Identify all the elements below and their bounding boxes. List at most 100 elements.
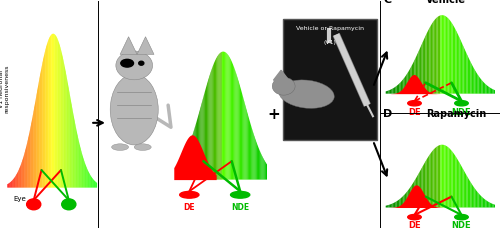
Polygon shape (422, 164, 424, 208)
Polygon shape (413, 181, 414, 208)
Polygon shape (206, 84, 207, 180)
Polygon shape (79, 143, 80, 188)
Ellipse shape (408, 101, 421, 106)
Polygon shape (96, 183, 97, 188)
Text: Rapamycin: Rapamycin (426, 108, 486, 118)
Polygon shape (398, 84, 400, 94)
Polygon shape (120, 38, 137, 55)
Polygon shape (434, 21, 435, 94)
Polygon shape (258, 147, 259, 180)
Ellipse shape (454, 101, 468, 106)
Polygon shape (492, 204, 494, 208)
Polygon shape (491, 89, 492, 94)
Polygon shape (470, 182, 472, 208)
Polygon shape (462, 44, 464, 94)
Polygon shape (444, 145, 446, 208)
Polygon shape (23, 156, 24, 188)
Polygon shape (223, 52, 224, 180)
Polygon shape (464, 170, 465, 208)
Polygon shape (484, 83, 486, 94)
Polygon shape (8, 183, 9, 188)
Text: DE: DE (408, 107, 421, 116)
Polygon shape (248, 115, 249, 180)
Polygon shape (494, 90, 495, 94)
Polygon shape (53, 35, 54, 188)
Polygon shape (484, 199, 486, 208)
Polygon shape (192, 132, 194, 180)
Polygon shape (424, 37, 426, 94)
Polygon shape (446, 17, 447, 94)
Polygon shape (262, 157, 264, 180)
Polygon shape (450, 149, 452, 208)
Polygon shape (22, 158, 23, 188)
Polygon shape (491, 203, 492, 208)
Polygon shape (435, 147, 436, 208)
Polygon shape (239, 82, 240, 180)
Polygon shape (404, 78, 405, 94)
Polygon shape (426, 32, 428, 94)
Polygon shape (440, 16, 442, 94)
Polygon shape (421, 167, 422, 208)
Polygon shape (212, 67, 213, 180)
Polygon shape (468, 57, 469, 94)
Polygon shape (38, 83, 39, 188)
Polygon shape (176, 167, 178, 180)
Polygon shape (452, 152, 454, 208)
Polygon shape (60, 49, 61, 188)
Polygon shape (428, 29, 430, 94)
Polygon shape (12, 179, 14, 188)
Polygon shape (477, 75, 478, 94)
Text: V1 neuronal
responsiveness: V1 neuronal responsiveness (0, 64, 10, 112)
Polygon shape (402, 79, 404, 94)
Polygon shape (50, 35, 51, 188)
Text: NDE: NDE (452, 107, 471, 116)
Polygon shape (27, 142, 28, 188)
Polygon shape (398, 199, 400, 208)
Ellipse shape (134, 144, 151, 151)
Polygon shape (264, 161, 266, 180)
Polygon shape (66, 76, 67, 188)
Polygon shape (197, 117, 198, 180)
Polygon shape (462, 168, 464, 208)
Text: Vehicle: Vehicle (426, 0, 466, 5)
Polygon shape (233, 65, 234, 180)
Polygon shape (216, 57, 218, 180)
Polygon shape (188, 145, 189, 180)
Ellipse shape (62, 199, 76, 210)
Polygon shape (486, 85, 487, 94)
Polygon shape (412, 183, 413, 208)
Polygon shape (468, 177, 469, 208)
Polygon shape (256, 140, 257, 180)
Text: B: B (100, 0, 108, 1)
Polygon shape (40, 71, 41, 188)
Polygon shape (49, 37, 50, 188)
Polygon shape (392, 88, 394, 94)
Polygon shape (89, 173, 90, 188)
Polygon shape (199, 109, 200, 180)
Polygon shape (250, 123, 251, 180)
Polygon shape (77, 133, 78, 188)
Polygon shape (494, 204, 495, 208)
Polygon shape (447, 18, 448, 94)
Polygon shape (390, 204, 391, 208)
Polygon shape (442, 16, 443, 94)
Polygon shape (432, 22, 434, 94)
Text: A: A (6, 0, 15, 1)
Polygon shape (242, 94, 244, 180)
Polygon shape (67, 80, 68, 188)
Polygon shape (76, 129, 77, 188)
Polygon shape (488, 87, 490, 94)
Polygon shape (226, 54, 228, 180)
Polygon shape (39, 79, 40, 188)
Polygon shape (470, 62, 472, 94)
Polygon shape (443, 145, 444, 208)
Polygon shape (52, 35, 53, 188)
Polygon shape (417, 52, 418, 94)
Polygon shape (186, 151, 187, 180)
Polygon shape (18, 169, 20, 188)
Polygon shape (476, 72, 477, 94)
Polygon shape (24, 150, 25, 188)
Polygon shape (14, 177, 15, 188)
Polygon shape (460, 163, 461, 208)
Polygon shape (461, 165, 462, 208)
